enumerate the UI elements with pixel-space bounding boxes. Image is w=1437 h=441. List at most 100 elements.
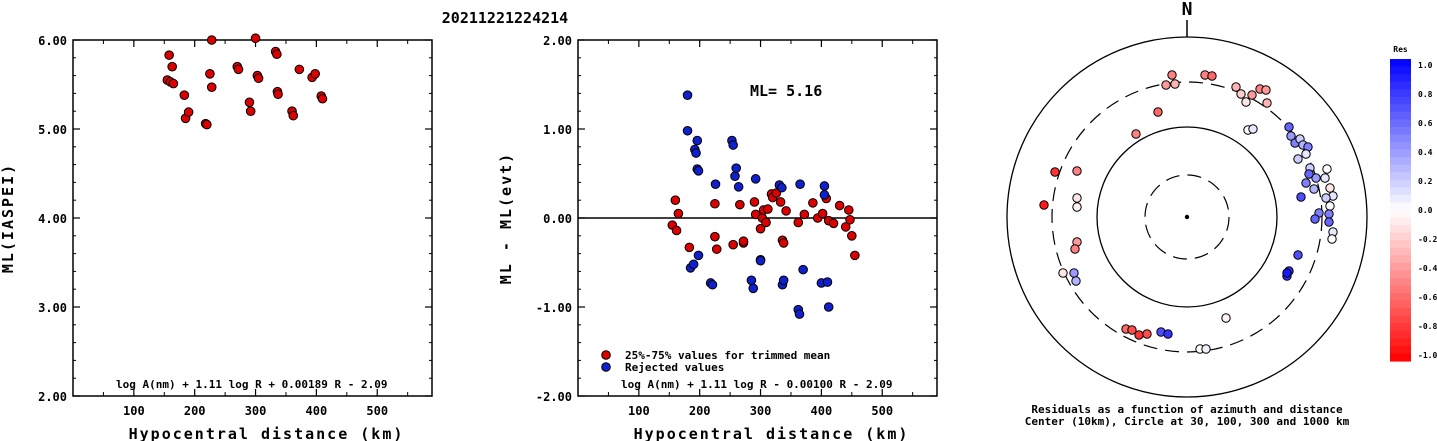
station-residual-point (1134, 330, 1144, 340)
station-residual-point (1071, 276, 1081, 286)
colorbar-segment (1390, 345, 1411, 355)
residual-point-blue (728, 140, 738, 150)
x-tick-label: 200 (689, 404, 711, 418)
x-tick-label: 100 (123, 404, 145, 418)
polar-caption-line2: Center (10km), Circle at 30, 100, 300 an… (1025, 415, 1350, 428)
residual-point-blue (777, 182, 787, 193)
residual-point-blue (733, 182, 744, 192)
station-residual-point (1072, 193, 1082, 203)
colorbar-segment (1390, 315, 1411, 324)
colorbar-segment (1390, 202, 1411, 211)
plot-frame (72, 39, 433, 397)
residual-point-red (761, 217, 771, 228)
residual-point-red (843, 205, 854, 215)
residual-point-red (711, 244, 722, 254)
data-point-red (205, 69, 215, 79)
colorbar-tick-label: 0.8 (1418, 90, 1433, 99)
station-residual-point (1142, 329, 1152, 339)
colorbar-segment (1390, 210, 1411, 219)
data-point-red (179, 90, 190, 100)
station-residual-point (1247, 90, 1257, 100)
data-point-red (273, 89, 283, 100)
station-residual-point (1131, 129, 1141, 139)
residual-point-blue (707, 279, 718, 290)
x-tick-label: 200 (184, 404, 206, 418)
colorbar-segment (1390, 172, 1411, 181)
station-residual-point (1282, 268, 1292, 278)
legend-marker-red (601, 350, 611, 360)
station-residual-point (1163, 329, 1173, 339)
colorbar-segment (1390, 119, 1411, 128)
station-residual-point (1127, 325, 1137, 335)
colorbar-segment (1390, 59, 1411, 68)
colorbar-segment (1390, 157, 1411, 166)
polar-caption-line1: Residuals as a function of azimuth and d… (1031, 403, 1343, 416)
residual-point-blue (693, 166, 704, 176)
x-tick-label: 500 (366, 404, 388, 418)
residual-point-blue (795, 179, 805, 189)
colorbar-segment (1390, 300, 1411, 309)
y-tick-label: -2.00 (536, 390, 572, 404)
station-residual-point (1248, 124, 1258, 134)
station-residual-point (1201, 344, 1211, 354)
x-tick-label: 300 (245, 404, 267, 418)
colorbar-segment (1390, 240, 1411, 249)
colorbar-segment (1390, 353, 1411, 362)
colorbar-segment (1390, 126, 1411, 136)
residual-point-red (684, 242, 695, 253)
data-point-red (233, 64, 244, 75)
residual-point-blue (688, 259, 699, 270)
station-residual-point (1325, 183, 1335, 193)
x-tick-label: 100 (628, 404, 650, 418)
residual-point-red (738, 236, 749, 246)
azimuth-residual-panel: N Residuals as a function of azimuth and … (1006, 0, 1437, 428)
colorbar-segment (1390, 338, 1411, 347)
residual-vs-distance-panel: 100 200 300 400 500 -2.00 -1.00 0.00 1.00 2.00 Hyp… (497, 34, 938, 441)
data-point-red (183, 107, 194, 117)
x-axis-label: Hypocentral distance (km) (634, 425, 910, 441)
y-tick-label: 5.00 (38, 123, 67, 137)
station-residual-point (1293, 250, 1303, 260)
station-residual-point (1324, 209, 1334, 219)
station-residual-point (1309, 184, 1319, 194)
residual-point-blue (798, 264, 808, 275)
colorbar-tick-label: 0.6 (1418, 119, 1433, 128)
station-residual-point (1069, 268, 1079, 278)
residual-point-blue (731, 163, 742, 173)
data-point-red (167, 61, 177, 72)
station-residual-point (1324, 217, 1334, 227)
data-point-red (206, 82, 217, 92)
residual-point-red (755, 223, 766, 234)
ring-1000km (1006, 36, 1368, 398)
y-axis-label: ML(IASPEI) (0, 163, 17, 273)
colorbar-segment (1390, 323, 1411, 332)
residual-point-blue (693, 250, 704, 261)
residual-point-blue (730, 171, 740, 181)
station-residual-point (1284, 122, 1294, 132)
station-residual-point (1320, 173, 1330, 183)
colorbar-segment (1390, 104, 1411, 113)
station-residual-point (1153, 107, 1163, 117)
residual-point-red (781, 206, 791, 216)
colorbar-tick-label: -0.4 (1418, 264, 1437, 273)
colorbar-segment (1390, 330, 1411, 339)
ml-annotation: ML= 5.16 (750, 82, 822, 100)
residual-point-blue (794, 309, 805, 319)
ml-vs-distance-panel: 100 200 300 400 500 2.00 3.00 4.00 5.00 6.00 Hypoc… (0, 33, 433, 441)
data-point-red (317, 93, 328, 104)
colorbar-tick-label: 0.2 (1418, 177, 1433, 186)
colorbar-tick-label: 0.0 (1418, 206, 1433, 215)
colorbar-segment (1390, 134, 1411, 143)
colorbar-segment (1390, 149, 1411, 158)
colorbar-segment (1390, 308, 1411, 317)
data-point-red (310, 69, 320, 79)
station-residual-point (1236, 89, 1246, 99)
station-residual-point (1207, 71, 1217, 81)
colorbar-tick-label: 1.0 (1418, 61, 1433, 70)
residual-point-red (670, 195, 681, 205)
station-residual-point (1231, 82, 1241, 92)
station-residual-point (1161, 80, 1171, 90)
colorbar-segment (1390, 179, 1411, 188)
y-tick-label: 1.00 (543, 123, 572, 137)
